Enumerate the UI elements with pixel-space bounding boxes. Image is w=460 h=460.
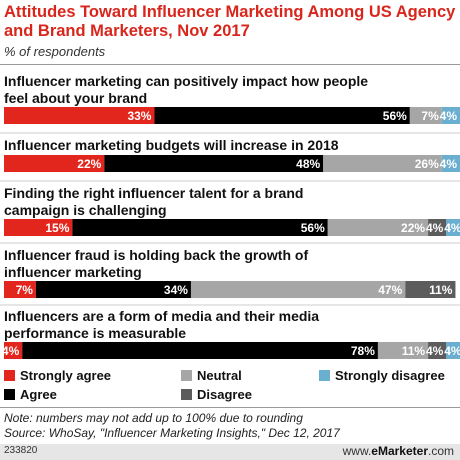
category-label: performance is measurable xyxy=(4,325,186,341)
data-label-neutral: 26% xyxy=(415,157,439,171)
data-label-strongly-agree: 33% xyxy=(127,109,151,123)
footer-bar: 233820 www.eMarketer.com xyxy=(0,444,460,460)
data-label-strongly-agree: 22% xyxy=(77,157,101,171)
bar-strongly-disagree xyxy=(441,155,460,172)
bar-strongly-disagree xyxy=(446,342,460,359)
logo-brand: eMarketer xyxy=(371,444,428,458)
chart-title: Attitudes Toward Influencer Marketing Am… xyxy=(4,3,456,40)
bar-neutral xyxy=(377,342,429,359)
bar-disagree xyxy=(405,281,456,298)
data-label-disagree: 4% xyxy=(426,221,444,235)
legend-swatch-strongly-agree xyxy=(4,370,15,381)
bar-neutral xyxy=(327,219,429,236)
chart-subtitle: % of respondents xyxy=(4,44,106,59)
legend-label-neutral: Neutral xyxy=(197,368,242,383)
bar-neutral xyxy=(190,281,406,298)
data-label-neutral: 22% xyxy=(401,221,425,235)
bar-strongly-agree xyxy=(4,342,23,359)
bar-strongly-agree xyxy=(4,107,155,124)
logo-suffix: .com xyxy=(427,444,454,458)
legend-swatch-neutral xyxy=(181,370,192,381)
legend-label-disagree: Disagree xyxy=(197,387,252,402)
data-label-strongly-disagree: 4% xyxy=(444,221,460,235)
source-text: Source: WhoSay, "Influencer Marketing In… xyxy=(4,426,340,440)
bottom-divider xyxy=(0,407,460,408)
data-label-disagree: 4% xyxy=(426,344,444,358)
legend-swatch-agree xyxy=(4,389,15,400)
legend-label-agree: Agree xyxy=(20,387,57,402)
data-label-strongly-disagree: 4% xyxy=(440,109,458,123)
data-label-neutral: 11% xyxy=(402,344,426,358)
bar-agree xyxy=(72,219,328,236)
bar-agree xyxy=(35,281,191,298)
legend-swatch-disagree xyxy=(181,389,192,400)
legend-label-strongly-agree: Strongly agree xyxy=(20,368,112,383)
category-label: Finding the right influencer talent for … xyxy=(4,185,303,201)
category-label: Influencers are a form of media and thei… xyxy=(4,308,319,324)
bar-agree xyxy=(22,342,378,359)
legend-swatch-strongly-disagree xyxy=(319,370,330,381)
data-label-agree: 56% xyxy=(383,109,407,123)
emarketer-logo[interactable]: www.eMarketer.com xyxy=(343,444,454,458)
bar-strongly-agree xyxy=(4,155,105,172)
bar-strongly-agree xyxy=(4,281,36,298)
data-label-strongly-agree: 15% xyxy=(45,221,69,235)
data-label-strongly-agree: 7% xyxy=(16,283,34,297)
legend-label-strongly-disagree: Strongly disagree xyxy=(335,368,445,383)
data-label-neutral: 7% xyxy=(421,109,439,123)
bar-disagree xyxy=(428,342,447,359)
stacked-bar-chart: Influencer marketing can positively impa… xyxy=(0,73,460,359)
data-label-agree: 78% xyxy=(351,344,375,358)
data-label-agree: 48% xyxy=(296,157,320,171)
bar-strongly-disagree xyxy=(446,219,460,236)
category-label: campaign is challenging xyxy=(4,202,167,218)
bar-agree xyxy=(154,107,410,124)
data-label-strongly-agree: 4% xyxy=(2,344,20,358)
top-divider xyxy=(0,64,460,65)
note-text: Note: numbers may not add up to 100% due… xyxy=(4,411,303,425)
bar-neutral xyxy=(323,155,442,172)
data-label-disagree: 11% xyxy=(429,283,453,297)
logo-prefix: www. xyxy=(342,444,372,458)
category-label: Influencer marketing can positively impa… xyxy=(4,73,368,89)
category-label: Influencer fraud is holding back the gro… xyxy=(4,247,308,263)
bar-strongly-agree xyxy=(4,219,73,236)
bar-neutral xyxy=(409,107,442,124)
data-label-agree: 34% xyxy=(164,283,188,297)
bar-disagree xyxy=(428,219,447,236)
bar-strongly-disagree xyxy=(441,107,460,124)
data-label-strongly-disagree: 4% xyxy=(440,157,458,171)
category-label: Influencer marketing budgets will increa… xyxy=(4,137,339,153)
data-label-agree: 56% xyxy=(301,221,325,235)
data-label-strongly-disagree: 4% xyxy=(444,344,460,358)
category-label: influencer marketing xyxy=(4,264,142,280)
bar-agree xyxy=(104,155,324,172)
data-label-neutral: 47% xyxy=(378,283,402,297)
category-label: feel about your brand xyxy=(4,90,147,106)
chart-id: 233820 xyxy=(4,445,38,456)
